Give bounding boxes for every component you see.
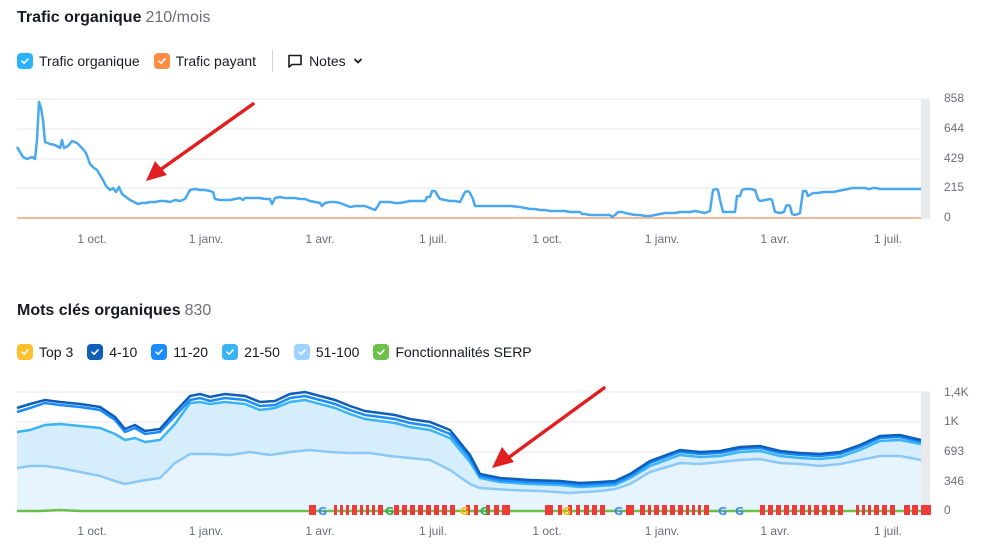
legend-label: 51-100 [315, 344, 360, 360]
y-tick: 693 [944, 444, 965, 458]
google-update-markers[interactable] [309, 505, 931, 515]
checkbox-icon[interactable] [87, 344, 104, 360]
x-tick: 1 janv. [644, 232, 680, 246]
notes-dropdown[interactable]: Notes [287, 53, 370, 69]
svg-text:G: G [480, 505, 489, 518]
keywords-subtitle: 830 [184, 302, 212, 319]
legend-divider [272, 50, 274, 72]
keywords-legend: Top 3 4-10 11-20 21-50 51-100 Fonctionna… [17, 344, 546, 360]
line-4-10 [16, 390, 922, 485]
y-tick: 429 [944, 151, 965, 165]
comment-icon [288, 54, 302, 68]
x-tick: 1 avr. [760, 524, 790, 538]
traffic-title: Trafic organique 210/mois [17, 9, 210, 27]
x-tick: 1 juil. [418, 232, 448, 246]
svg-text:G: G [460, 505, 469, 518]
traffic-chart[interactable] [0, 90, 1000, 230]
x-tick: 1 avr. [760, 232, 790, 246]
keywords-chart[interactable]: G G G G G G G G [0, 385, 1000, 520]
chart-range-handle[interactable] [921, 392, 930, 512]
legend-51-100[interactable]: 51-100 [293, 344, 360, 360]
legend-label: Fonctionnalités SERP [395, 344, 532, 360]
x-tick: 1 janv. [188, 524, 224, 538]
y-tick: 858 [944, 91, 965, 105]
checkbox-icon[interactable] [153, 53, 170, 69]
svg-text:G: G [735, 505, 744, 518]
checkbox-icon[interactable] [17, 53, 33, 69]
legend-21-50[interactable]: 21-50 [222, 344, 280, 360]
line-21-50 [16, 398, 922, 489]
traffic-title-text: Trafic organique [17, 9, 142, 26]
y-tick: 644 [944, 121, 965, 135]
traffic-subtitle: 210/mois [145, 9, 211, 26]
x-tick: 1 janv. [644, 524, 680, 538]
notes-label: Notes [309, 53, 346, 69]
y-tick: 215 [944, 180, 965, 194]
legend-label: Trafic payant [175, 53, 257, 69]
svg-text:G: G [385, 505, 394, 518]
checkbox-icon[interactable] [222, 344, 239, 360]
y-tick: 1,4K [944, 385, 969, 399]
x-tick: 1 oct. [532, 524, 562, 538]
checkbox-icon[interactable] [373, 344, 390, 360]
svg-text:G: G [718, 505, 727, 518]
y-tick: 346 [944, 474, 965, 488]
line-51-100 [16, 448, 922, 495]
legend-serp-features[interactable]: Fonctionnalités SERP [373, 344, 532, 360]
svg-text:G: G [614, 505, 623, 518]
x-tick: 1 juil. [873, 232, 903, 246]
x-tick: 1 juil. [418, 524, 448, 538]
y-tick: 1K [944, 414, 959, 428]
checkbox-icon[interactable] [151, 344, 168, 360]
legend-label: Top 3 [39, 344, 74, 360]
legend-label: Trafic organique [39, 53, 140, 69]
x-tick: 1 avr. [305, 524, 335, 538]
y-tick: 0 [944, 503, 951, 517]
svg-text:G: G [318, 505, 327, 518]
legend-label: 21-50 [244, 344, 280, 360]
keywords-title: Mots clés organiques 830 [17, 302, 211, 320]
checkbox-icon[interactable] [17, 344, 33, 360]
legend-label: 11-20 [173, 344, 209, 360]
x-tick: 1 oct. [77, 232, 107, 246]
red-arrow-annotation [492, 386, 606, 468]
keywords-title-text: Mots clés organiques [17, 302, 181, 319]
chart-range-handle[interactable] [921, 99, 930, 219]
organic-traffic-line [15, 100, 921, 219]
x-tick: 1 oct. [77, 524, 107, 538]
x-tick: 1 janv. [188, 232, 224, 246]
x-tick: 1 avr. [305, 232, 335, 246]
legend-top3[interactable]: Top 3 [17, 344, 73, 360]
legend-paid-traffic[interactable]: Trafic payant [153, 53, 257, 69]
x-tick: 1 oct. [532, 232, 562, 246]
legend-11-20[interactable]: 11-20 [151, 344, 208, 360]
google-g-icon[interactable]: G G G G G G G G [318, 505, 744, 518]
red-arrow-annotation [146, 102, 255, 181]
svg-text:G: G [562, 505, 571, 518]
checkbox-icon[interactable] [293, 344, 310, 360]
y-tick: 0 [944, 210, 951, 224]
area-51-100 [17, 450, 921, 512]
line-11-20 [16, 394, 922, 487]
legend-4-10[interactable]: 4-10 [87, 344, 137, 360]
x-tick: 1 juil. [873, 524, 903, 538]
chevron-down-icon [353, 58, 362, 64]
legend-organic-traffic[interactable]: Trafic organique [17, 53, 140, 69]
legend-label: 4-10 [109, 344, 138, 360]
traffic-legend: Trafic organique Trafic payant Notes [17, 50, 370, 72]
